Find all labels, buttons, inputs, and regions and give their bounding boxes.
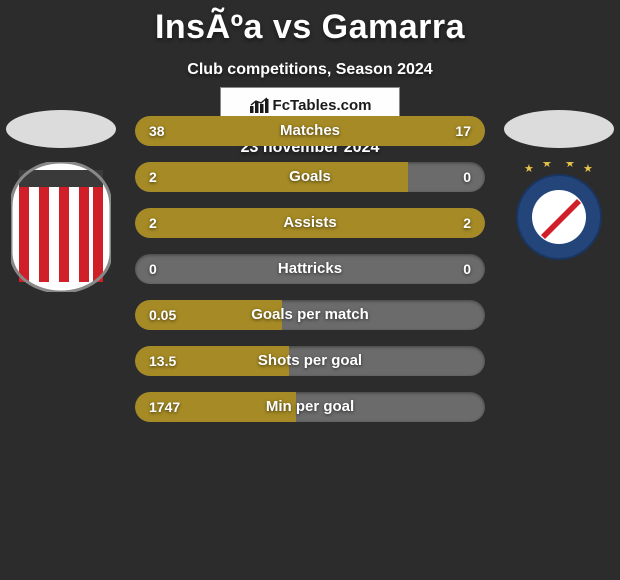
stat-value-left: 2 [149, 162, 157, 192]
svg-text:★: ★ [542, 162, 552, 170]
page-title: InsÃºa vs Gamarra [0, 0, 620, 47]
left-club-crest [11, 162, 111, 292]
stat-row: Goals2 0 [135, 162, 485, 192]
svg-text:★: ★ [524, 163, 534, 175]
right-player-column: ★ ★ ★ ★ [504, 110, 614, 262]
left-player-column [6, 110, 116, 292]
stat-value-left: 1747 [149, 392, 180, 422]
stat-label: Goals per match [135, 300, 485, 330]
stat-label: Hattricks [135, 254, 485, 284]
stat-row: Min per goal1747 [135, 392, 485, 422]
avatar-placeholder-left [6, 110, 116, 148]
svg-text:★: ★ [583, 163, 593, 175]
stat-row: Matches38 17 [135, 116, 485, 146]
stat-row: Goals per match0.05 [135, 300, 485, 330]
avatar-placeholder-right [504, 110, 614, 148]
stat-value-left: 38 [149, 116, 165, 146]
stat-label: Min per goal [135, 392, 485, 422]
stat-row: Shots per goal13.5 [135, 346, 485, 376]
right-club-crest: ★ ★ ★ ★ [509, 162, 609, 262]
stat-label: Matches [135, 116, 485, 146]
stat-label: Shots per goal [135, 346, 485, 376]
stat-value-right: 2 [463, 208, 471, 238]
stat-value-left: 0.05 [149, 300, 176, 330]
stat-label: Assists [135, 208, 485, 238]
stat-value-right: 0 [463, 162, 471, 192]
stat-label: Goals [135, 162, 485, 192]
stat-value-right: 0 [463, 254, 471, 284]
page-subtitle: Club competitions, Season 2024 [0, 61, 620, 79]
stat-value-left: 0 [149, 254, 157, 284]
chart-icon [249, 96, 269, 114]
stat-value-right: 17 [455, 116, 471, 146]
svg-text:★: ★ [565, 162, 575, 170]
stat-value-left: 13.5 [149, 346, 176, 376]
footer-brand-text: FcTables.com [273, 97, 372, 114]
stat-row: Assists2 2 [135, 208, 485, 238]
comparison-bars: Matches3817Goals20Assists22Hattricks00Go… [135, 116, 485, 438]
stat-value-left: 2 [149, 208, 157, 238]
stat-row: Hattricks0 0 [135, 254, 485, 284]
